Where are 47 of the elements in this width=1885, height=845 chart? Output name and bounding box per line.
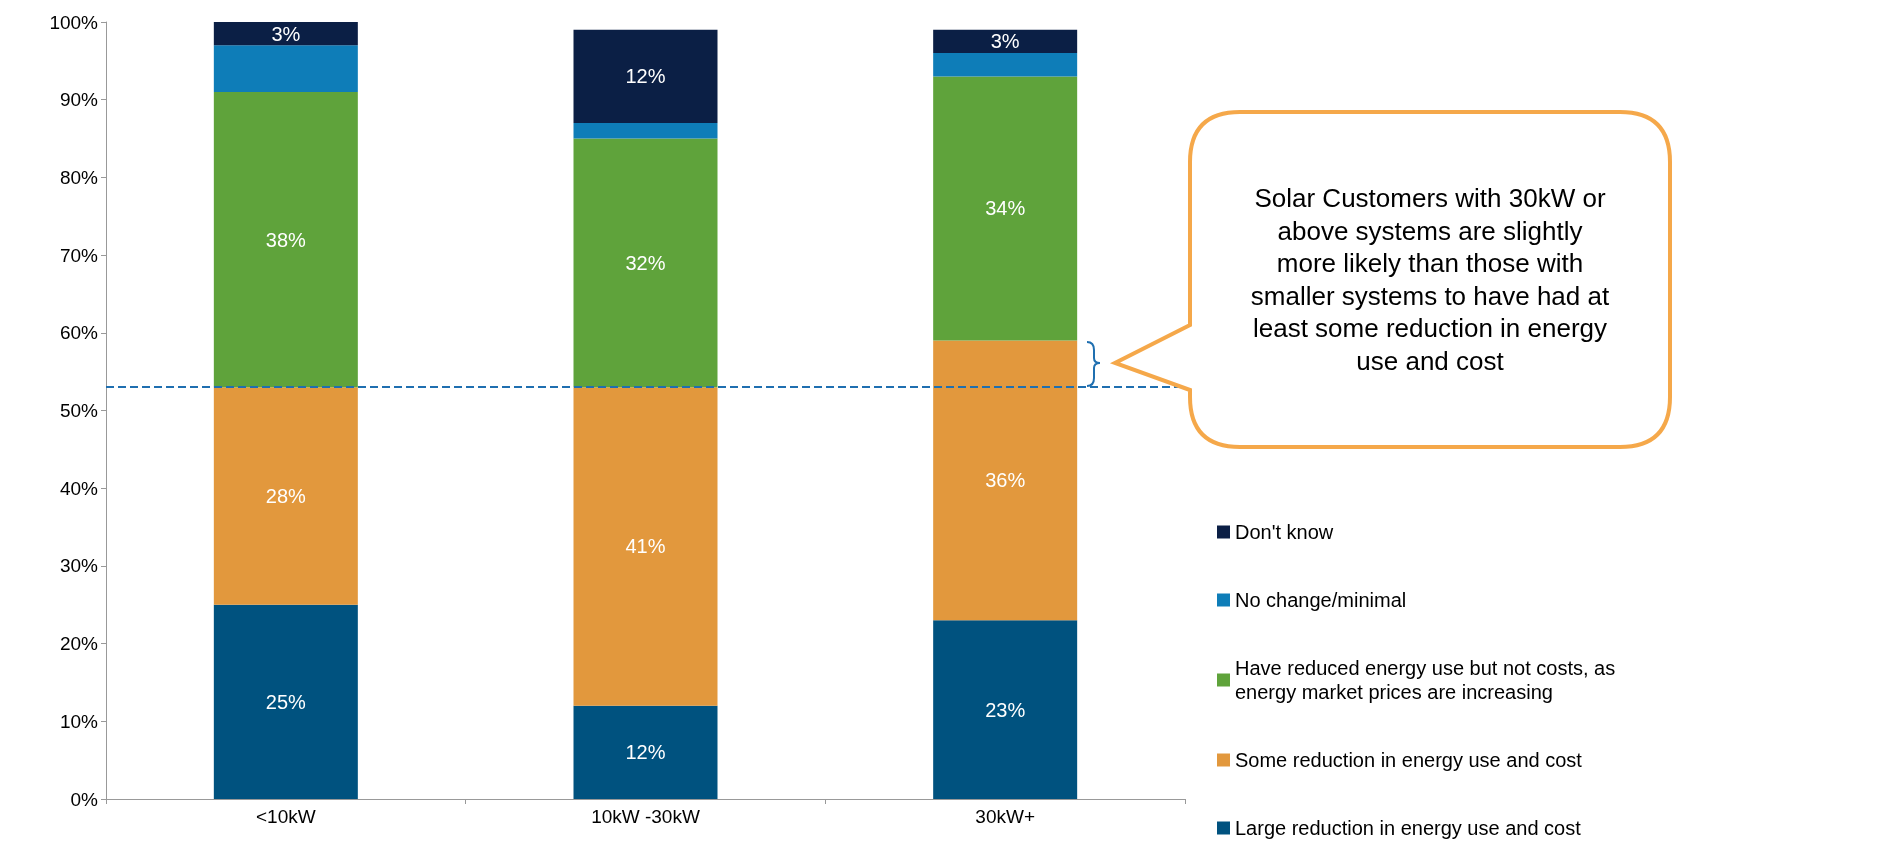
x-tick-label: 30kW+ xyxy=(975,806,1035,827)
bar xyxy=(213,45,358,92)
data-label: 3% xyxy=(271,22,301,45)
y-tick-label: 20% xyxy=(59,633,99,655)
data-label: 38% xyxy=(265,228,307,251)
bar xyxy=(213,387,358,605)
bar xyxy=(933,29,1078,54)
bar xyxy=(213,91,358,388)
bar xyxy=(573,705,718,799)
data-label: 12% xyxy=(625,741,666,764)
data-label: 34% xyxy=(985,197,1026,220)
y-tick-label: 90% xyxy=(59,89,99,111)
data-label: 3% xyxy=(990,30,1020,53)
y-tick-label: 80% xyxy=(59,166,99,188)
bar xyxy=(933,620,1078,799)
bar xyxy=(933,53,1078,77)
y-tick-label: 50% xyxy=(59,400,99,421)
y-tick-label: 60% xyxy=(59,322,99,344)
y-tick-label: 0% xyxy=(70,788,99,810)
legend-label: Have reduced energy use but not costs, as energy market prices are increasing xyxy=(1235,657,1621,703)
bar xyxy=(933,76,1078,341)
y-tick-label: 100% xyxy=(49,11,99,33)
legend-label: No change/minimal xyxy=(1235,589,1407,611)
bar xyxy=(573,387,718,706)
legend-label: Don't know xyxy=(1235,521,1334,543)
y-tick-label: 40% xyxy=(59,477,99,499)
bar xyxy=(213,22,358,46)
y-tick-label: 10% xyxy=(59,710,99,732)
y-tick-label: 70% xyxy=(59,244,99,266)
data-label: 32% xyxy=(625,251,666,274)
legend-label: Some reduction in energy use and cost xyxy=(1235,749,1583,771)
data-label: 12% xyxy=(625,65,666,88)
bar xyxy=(573,123,718,139)
data-label: 25% xyxy=(265,690,307,713)
bar xyxy=(933,340,1078,621)
bar xyxy=(573,29,718,124)
y-tick-label: 30% xyxy=(59,555,99,577)
data-label: 23% xyxy=(985,698,1026,721)
legend-label: Large reduction in energy use and cost xyxy=(1235,817,1582,839)
data-label: 36% xyxy=(985,469,1026,492)
x-tick-label: <10kW xyxy=(256,806,316,827)
bar xyxy=(573,138,718,388)
data-label: 41% xyxy=(625,535,666,558)
x-tick-label: 10kW -30kW xyxy=(591,806,700,827)
text: Solar Customers with 30kW or above systems are slightly more likely than those with smaller systems to have had at least some reduction in energy use and cost xyxy=(1249,182,1611,378)
bar xyxy=(213,604,358,799)
data-label: 28% xyxy=(265,484,307,507)
